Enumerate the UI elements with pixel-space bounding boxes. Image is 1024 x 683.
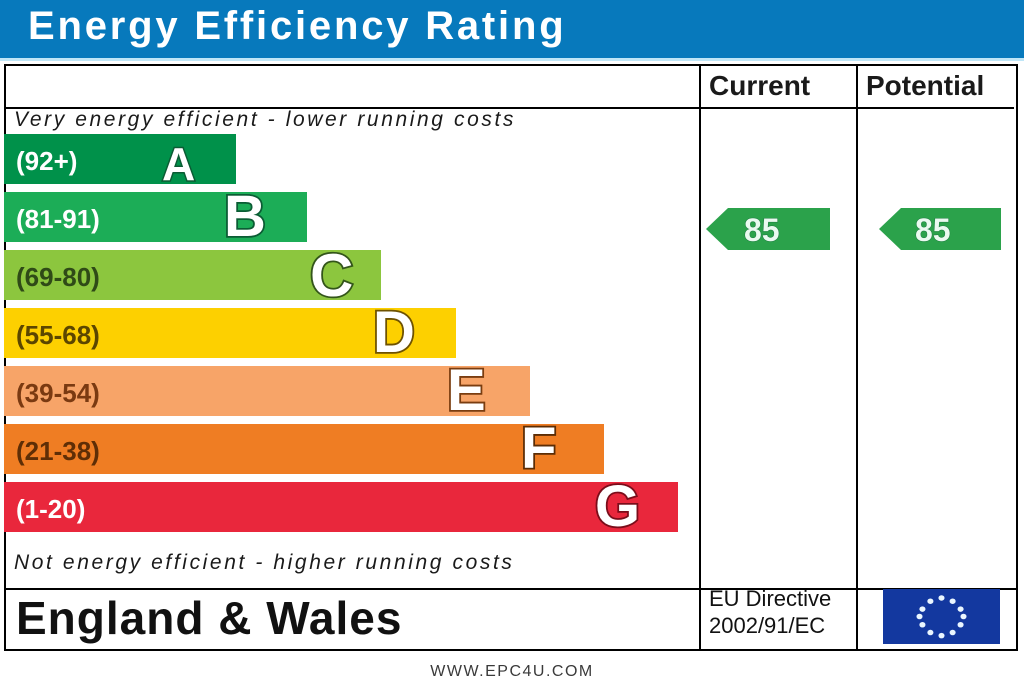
svg-text:A: A <box>162 138 195 190</box>
svg-text:G: G <box>595 474 640 539</box>
svg-text:C: C <box>310 242 353 309</box>
svg-text:E: E <box>447 358 486 423</box>
svg-text:D: D <box>373 300 415 365</box>
svg-text:B: B <box>224 184 266 249</box>
svg-text:F: F <box>521 416 556 481</box>
svg-text:85: 85 <box>744 212 780 248</box>
svg-text:85: 85 <box>915 212 951 248</box>
